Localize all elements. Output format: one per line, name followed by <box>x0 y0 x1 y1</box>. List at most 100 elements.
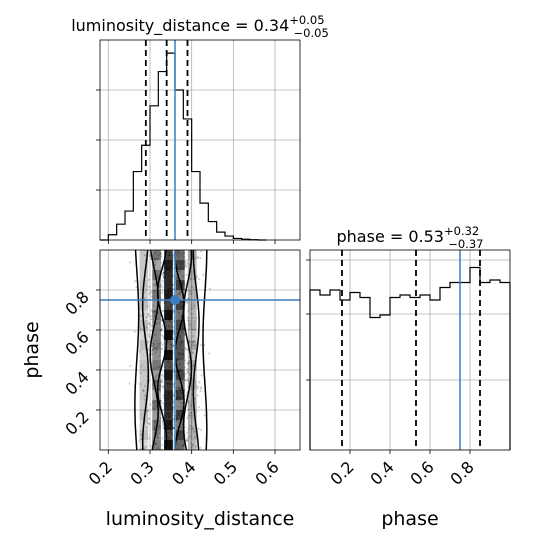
density-cell <box>187 360 197 370</box>
scatter-point <box>188 323 191 326</box>
contour-line <box>182 250 193 450</box>
scatter-point <box>161 279 164 283</box>
density-cell <box>152 270 161 280</box>
x-ticks-phase: 0.2 0.4 0.6 0.8 <box>326 450 478 489</box>
scatter-point <box>198 381 201 384</box>
scatter-point <box>191 427 194 430</box>
scatter-point <box>139 382 142 386</box>
density-cell <box>175 410 185 420</box>
scatter-point <box>159 351 162 354</box>
scatter-point <box>139 371 142 375</box>
density-cell <box>164 350 173 360</box>
scatter-point <box>188 373 191 376</box>
density-cell <box>187 440 197 450</box>
scatter-point <box>147 314 150 317</box>
x-tick-label: 0.3 <box>126 457 157 488</box>
density-cell <box>164 420 173 430</box>
contour-line <box>156 250 168 450</box>
density-cell <box>164 290 173 300</box>
scatter-point <box>148 437 151 440</box>
scatter-point <box>189 411 192 415</box>
density-cell <box>187 370 197 380</box>
scatter-point <box>145 316 148 319</box>
scatter-point <box>154 351 157 354</box>
density-cell <box>187 410 197 420</box>
scatter-point <box>161 375 164 378</box>
y-tick-label: 0.4 <box>61 367 92 398</box>
scatter-point <box>189 414 192 417</box>
scatter-point <box>139 314 142 317</box>
scatter-point <box>178 292 181 296</box>
scatter-point <box>139 433 142 437</box>
scatter-point <box>148 335 151 338</box>
density-cell <box>164 360 173 370</box>
scatter-point <box>150 318 153 321</box>
density-cell <box>139 350 149 360</box>
scatter-point <box>186 416 189 419</box>
scatter-point <box>172 253 175 257</box>
scatter-point <box>185 394 188 397</box>
scatter-point <box>200 386 203 389</box>
scatter-point <box>147 333 150 336</box>
scatter-point <box>192 351 195 355</box>
scatter-point <box>153 260 157 263</box>
scatter-point <box>199 256 202 260</box>
density-cell <box>187 350 197 360</box>
scatter-point <box>162 335 165 338</box>
title-luminosity-distance: luminosity_distance = 0.34+0.05 −0.05 <box>71 13 329 40</box>
scatter-point <box>197 427 200 430</box>
scatter-point <box>147 322 150 325</box>
scatter-point <box>160 318 163 322</box>
scatter-point <box>184 372 188 375</box>
density-cell <box>139 300 149 310</box>
density-cell <box>187 260 197 270</box>
density-cell <box>175 370 185 380</box>
scatter-point <box>199 387 203 390</box>
scatter-point <box>189 292 192 295</box>
scatter-point <box>145 420 148 423</box>
density-cell <box>139 390 149 400</box>
scatter-point <box>162 394 165 397</box>
density-cell <box>175 350 185 360</box>
hist-luminosity-distance <box>100 52 267 241</box>
scatter-point <box>153 333 157 337</box>
scatter-point <box>147 312 150 316</box>
scatter-point <box>161 272 164 275</box>
scatter-point <box>186 436 189 439</box>
scatter-point <box>145 326 148 329</box>
scatter-point <box>159 417 162 420</box>
density-cell <box>187 420 197 430</box>
scatter-point <box>148 278 151 281</box>
scatter-point <box>190 416 194 419</box>
scatter-point <box>172 395 175 398</box>
scatter-point <box>194 344 197 347</box>
scatter-point <box>139 365 142 368</box>
density-cell <box>152 330 161 340</box>
scatter-point <box>187 402 190 405</box>
scatter-point <box>156 373 159 376</box>
scatter-point <box>196 385 199 388</box>
scatter-point <box>187 379 190 382</box>
scatter-point <box>202 273 205 276</box>
frame-2d <box>99 249 301 451</box>
density-cell <box>164 250 173 260</box>
scatter-point <box>148 254 151 257</box>
scatter-point <box>157 429 160 432</box>
scatter-point <box>184 261 187 265</box>
scatter-point <box>189 441 192 444</box>
density-cell <box>187 330 197 340</box>
density-cell <box>139 250 149 260</box>
x-tick-label: 0.2 <box>326 457 357 488</box>
scatter-point <box>161 289 164 292</box>
scatter-point <box>161 381 164 384</box>
scatter-point <box>177 292 180 295</box>
ticks-phase-hist-left <box>306 259 310 381</box>
grid-2d <box>100 250 300 450</box>
scatter-point <box>187 371 190 374</box>
scatter-point <box>154 262 157 266</box>
scatter-point <box>195 410 198 413</box>
contour-line <box>141 250 150 450</box>
scatter-point <box>192 364 195 367</box>
scatter-point <box>189 277 192 281</box>
scatter-point <box>133 330 137 333</box>
